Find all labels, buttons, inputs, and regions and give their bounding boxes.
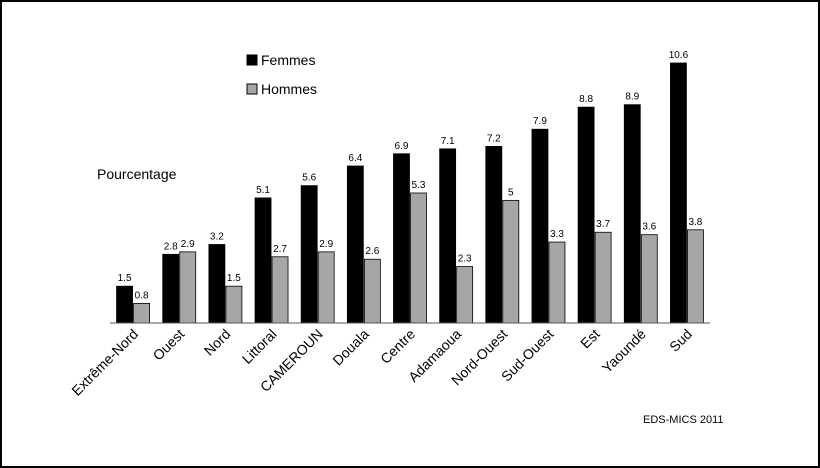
data-label-hommes-sud-ouest: 3.3	[550, 229, 564, 240]
bar-hommes-extreme-nord	[133, 302, 150, 324]
bar-hommes-est	[594, 231, 612, 324]
data-label-femmes-nord: 3.2	[210, 232, 224, 243]
data-label-hommes-adamaoua: 2.3	[458, 254, 472, 265]
data-label-hommes-nord: 1.5	[227, 273, 241, 284]
bars-group: 1.50.82.8 2.93.21.55.12.75.62.96.42.66.95…	[116, 50, 704, 324]
bar-femmes-littoral	[254, 197, 272, 324]
bar-hommes-centre	[410, 192, 427, 324]
bar-hommes-douala	[363, 258, 381, 324]
bar-femmes-centre	[393, 153, 410, 324]
data-label-hommes-douala: 2.6	[365, 246, 379, 257]
bar-femmes-extreme-nord	[116, 285, 133, 324]
legend-item-hommes: Hommes	[246, 81, 317, 97]
bar-femmes-cameroun	[300, 185, 318, 324]
legend-swatch-hommes	[246, 83, 258, 95]
bar-hommes-sud	[687, 229, 704, 324]
bar-femmes-douala	[346, 165, 364, 324]
bar-femmes-nord	[208, 244, 226, 324]
data-label-femmes-sud: 10.6	[669, 50, 689, 61]
data-label-hommes-est: 3.7	[596, 219, 610, 230]
legend-label-hommes: Hommes	[261, 81, 317, 97]
bar-femmes-sud	[670, 62, 687, 324]
data-label-hommes-yaounde: 3.6	[642, 222, 656, 233]
bar-hommes-nord-ouest	[502, 199, 520, 324]
bar-hommes-sud-ouest	[548, 241, 566, 324]
data-label-hommes-littoral: 2.7	[273, 244, 287, 255]
legend-label-femmes: Femmes	[261, 52, 315, 68]
bar-hommes-nord	[225, 285, 243, 324]
data-label-femmes-est: 8.8	[579, 94, 593, 105]
data-label-femmes-centre: 6.9	[395, 141, 409, 152]
bar-hommes-adamaoua	[456, 266, 474, 324]
legend: Femmes Hommes	[246, 52, 317, 97]
data-label-hommes-centre: 5.3	[412, 180, 426, 191]
bar-hommes-littoral	[271, 256, 289, 324]
y-axis-label: Pourcentage	[97, 166, 177, 182]
bar-femmes-sud-ouest	[531, 128, 549, 324]
bar-femmes-nord-ouest	[485, 145, 503, 324]
data-label-femmes-littoral: 5.1	[256, 185, 270, 196]
bar-hommes-yaounde	[640, 234, 658, 324]
source-note: EDS-MICS 2011	[643, 414, 724, 426]
data-label-hommes-nord-ouest: 5	[508, 187, 514, 198]
data-label-hommes-cameroun: 2.9	[319, 239, 333, 250]
data-label-femmes-yaounde: 8.9	[625, 92, 639, 103]
bar-femmes-yaounde	[623, 104, 641, 324]
data-label-femmes-nord-ouest: 7.2	[487, 133, 501, 144]
bar-femmes-adamaoua	[439, 148, 457, 324]
data-label-femmes-extreme-nord: 1.5	[118, 273, 132, 284]
data-label-hommes-ouest: 2.9	[181, 239, 195, 250]
legend-swatch-femmes	[246, 54, 258, 66]
data-label-femmes-ouest: 2.8	[164, 241, 178, 252]
bar-hommes-ouest	[179, 251, 197, 324]
bar-femmes-ouest	[162, 253, 180, 324]
legend-item-femmes: Femmes	[246, 52, 315, 68]
bar-femmes-est	[577, 106, 595, 324]
data-label-femmes-adamaoua: 7.1	[441, 136, 455, 147]
data-label-hommes-extreme-nord: 0.8	[135, 290, 149, 301]
bar-hommes-cameroun	[317, 251, 335, 324]
data-label-femmes-sud-ouest: 7.9	[533, 116, 547, 127]
data-label-hommes-sud: 3.8	[688, 217, 702, 228]
data-label-femmes-cameroun: 5.6	[302, 173, 316, 184]
data-label-femmes-douala: 6.4	[348, 153, 362, 164]
